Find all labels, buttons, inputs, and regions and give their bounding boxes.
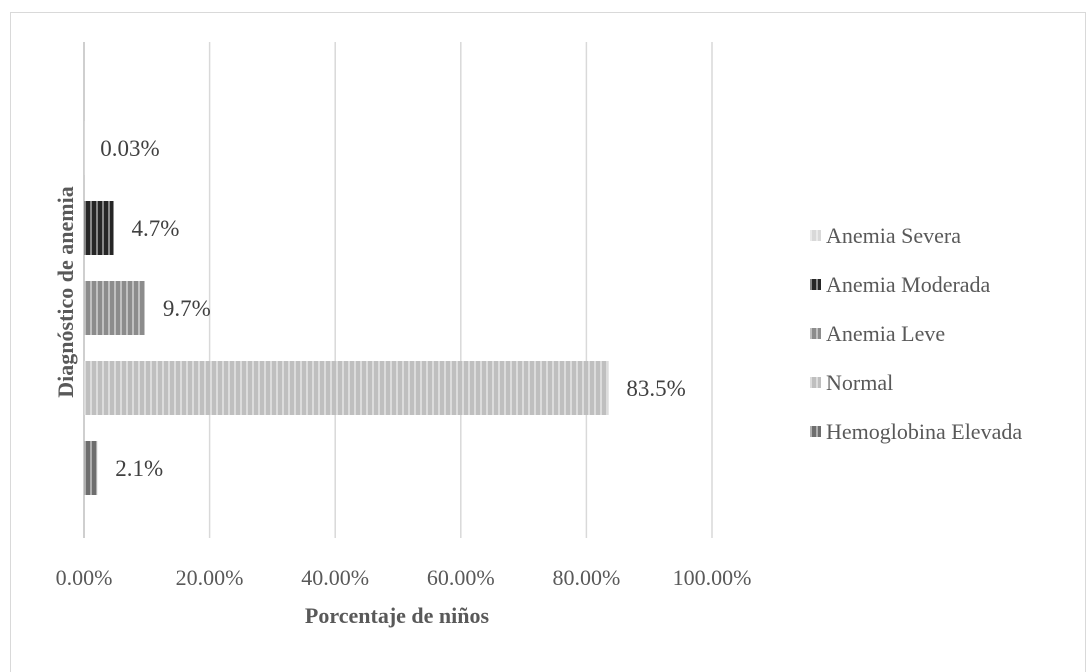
bar-anemia-moderada [84, 201, 114, 255]
x-tick-labels: 0.00% 20.00% 40.00% 60.00% 80.00% 100.00% [56, 565, 752, 590]
x-tick-label: 40.00% [301, 565, 369, 590]
legend-item: Normal [810, 370, 893, 395]
data-labels: 0.03% 4.7% 9.7% 83.5% 2.1% [100, 136, 686, 481]
data-label: 0.03% [100, 136, 159, 161]
data-label: 9.7% [163, 296, 211, 321]
legend-item: Anemia Severa [810, 223, 961, 248]
x-tick-label: 80.00% [552, 565, 620, 590]
legend-swatch [810, 279, 821, 290]
x-tick-label: 100.00% [673, 565, 752, 590]
x-tick-label: 20.00% [176, 565, 244, 590]
bar-hemoglobina-elevada [84, 441, 97, 495]
legend: Anemia Severa Anemia Moderada Anemia Leve N… [810, 223, 1022, 444]
legend-label: Anemia Leve [826, 321, 945, 346]
data-label: 2.1% [115, 456, 163, 481]
x-axis-title: Porcentaje de niños [305, 603, 490, 628]
bar-normal [84, 361, 608, 415]
legend-swatch [810, 377, 821, 388]
gridlines [84, 42, 712, 538]
legend-swatch [810, 426, 821, 437]
legend-item: Hemoglobina Elevada [810, 419, 1022, 444]
bar-anemia-leve [84, 281, 145, 335]
legend-item: Anemia Leve [810, 321, 945, 346]
x-tick-label: 0.00% [56, 565, 113, 590]
legend-item: Anemia Moderada [810, 272, 991, 297]
x-tick-label: 60.00% [427, 565, 495, 590]
legend-swatch [810, 328, 821, 339]
legend-swatch [810, 230, 821, 241]
data-label: 83.5% [626, 376, 685, 401]
legend-label: Anemia Severa [826, 223, 961, 248]
y-axis-title: Diagnóstico de anemia [53, 186, 78, 397]
legend-label: Hemoglobina Elevada [826, 419, 1022, 444]
data-label: 4.7% [132, 216, 180, 241]
legend-label: Anemia Moderada [826, 272, 991, 297]
legend-label: Normal [826, 370, 893, 395]
